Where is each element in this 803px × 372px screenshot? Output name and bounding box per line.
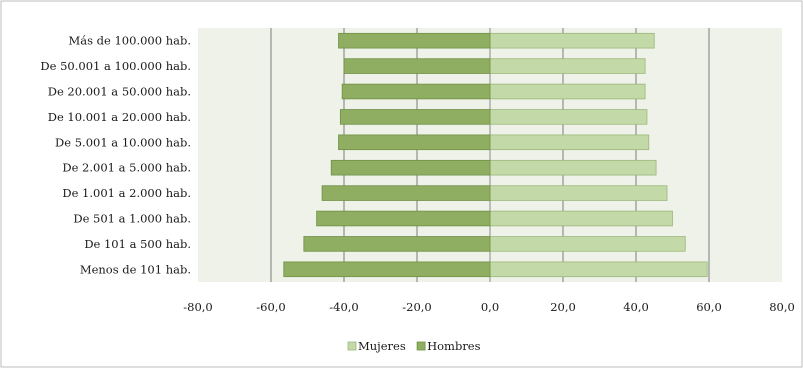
bar-mujeres-5	[489, 159, 657, 176]
bar-hombres-0	[338, 32, 491, 49]
bar-hombres-1	[343, 58, 491, 74]
bar-hombres-3	[339, 109, 491, 125]
x-tick-label-3: -20,0	[402, 300, 432, 314]
bar-mujeres-4	[489, 134, 650, 151]
bar-mujeres-6	[489, 185, 668, 201]
bar-mujeres-1	[489, 58, 646, 74]
x-tick-label-6: 40,0	[623, 300, 649, 314]
bar-hombres-8	[303, 236, 491, 252]
x-tick-labels: -80,0 -60,0 -40,0 -20,0 0,0 20,0 40,0 60,0 80,0	[183, 300, 795, 314]
bar-hombres-5	[330, 159, 491, 176]
category-labels: Más de 100.000 hab. De 50.001 a 100.000 h…	[40, 34, 191, 277]
bar-hombres-9	[283, 261, 491, 278]
bar-mujeres-0	[489, 32, 655, 49]
category-label-3: De 10.001 a 20.000 hab.	[48, 110, 191, 124]
bar-mujeres-2	[489, 83, 646, 100]
category-label-9: Menos de 101 hab.	[80, 262, 191, 276]
legend-label-hombres: Hombres	[427, 339, 481, 353]
bars	[283, 32, 708, 278]
category-label-6: De 1.001 a 2.000 hab.	[62, 186, 191, 200]
bar-hombres-2	[341, 83, 491, 100]
bar-hombres-4	[338, 134, 491, 151]
category-label-2: De 20.001 a 50.000 hab.	[48, 85, 191, 99]
x-tick-label-2: -40,0	[329, 300, 359, 314]
bar-hombres-6	[321, 185, 491, 201]
legend-swatch-mujeres	[347, 341, 357, 351]
legend-label-mujeres: Mujeres	[358, 339, 406, 353]
x-tick-label-4: 0,0	[481, 300, 499, 314]
category-label-5: De 2.001 a 5.000 hab.	[62, 161, 191, 175]
x-tick-label-0: -80,0	[183, 300, 213, 314]
bar-mujeres-7	[489, 210, 673, 227]
x-tick-label-8: 80,0	[769, 300, 795, 314]
x-tick-label-1: -60,0	[256, 300, 286, 314]
legend: Mujeres Hombres	[347, 339, 481, 353]
x-tick-label-7: 60,0	[696, 300, 722, 314]
category-label-4: De 5.001 a 10.000 hab.	[55, 135, 191, 149]
legend-swatch-hombres	[416, 341, 426, 351]
category-label-1: De 50.001 a 100.000 hab.	[40, 59, 191, 73]
bar-mujeres-8	[489, 236, 686, 252]
category-label-7: De 501 a 1.000 hab.	[73, 212, 191, 226]
x-tick-label-5: 20,0	[550, 300, 576, 314]
bar-mujeres-9	[489, 261, 708, 278]
category-label-8: De 101 a 500 hab.	[84, 237, 191, 251]
bar-mujeres-3	[489, 109, 648, 125]
category-label-0: Más de 100.000 hab.	[68, 34, 191, 48]
bar-hombres-7	[316, 210, 491, 227]
